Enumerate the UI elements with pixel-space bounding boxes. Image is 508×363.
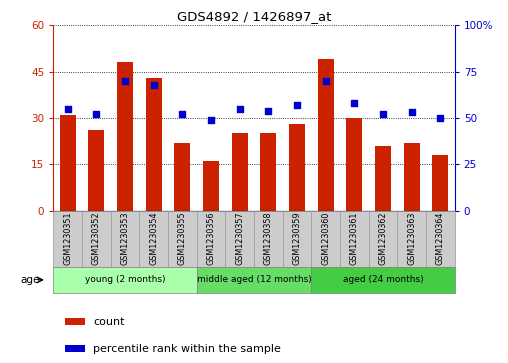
Bar — [66, 318, 85, 325]
Point — [351, 100, 359, 106]
Text: GSM1230355: GSM1230355 — [178, 212, 187, 265]
Bar — [146, 78, 162, 211]
Bar — [139, 211, 168, 267]
Bar — [426, 211, 455, 267]
Text: GSM1230351: GSM1230351 — [63, 212, 72, 265]
Bar — [111, 211, 139, 267]
Text: GSM1230356: GSM1230356 — [206, 212, 215, 265]
Bar — [226, 211, 254, 267]
Text: GSM1230357: GSM1230357 — [235, 212, 244, 265]
Text: aged (24 months): aged (24 months) — [343, 276, 423, 284]
Bar — [311, 267, 455, 293]
Text: GSM1230358: GSM1230358 — [264, 212, 273, 265]
Text: count: count — [93, 317, 125, 326]
Text: GSM1230363: GSM1230363 — [407, 212, 416, 265]
Bar — [432, 155, 448, 211]
Bar — [404, 143, 420, 211]
Point — [150, 82, 158, 87]
Bar — [88, 130, 104, 211]
Text: GSM1230359: GSM1230359 — [293, 212, 302, 265]
Bar — [53, 211, 82, 267]
Bar — [318, 59, 334, 211]
Bar — [197, 267, 311, 293]
Point — [407, 110, 416, 115]
Point — [178, 111, 186, 117]
Text: young (2 months): young (2 months) — [85, 276, 165, 284]
Point — [64, 106, 72, 112]
Text: GSM1230361: GSM1230361 — [350, 212, 359, 265]
Bar — [203, 161, 219, 211]
Bar — [289, 124, 305, 211]
Point — [322, 78, 330, 84]
Point — [236, 106, 244, 112]
Text: GSM1230354: GSM1230354 — [149, 212, 158, 265]
Bar — [397, 211, 426, 267]
Point — [121, 78, 129, 84]
Bar — [117, 62, 133, 211]
Bar — [53, 267, 197, 293]
Bar — [254, 211, 282, 267]
Text: GSM1230360: GSM1230360 — [321, 212, 330, 265]
Bar — [369, 211, 397, 267]
Bar — [282, 211, 311, 267]
Bar — [340, 211, 369, 267]
Bar — [66, 345, 85, 352]
Text: percentile rank within the sample: percentile rank within the sample — [93, 344, 281, 354]
Bar — [82, 211, 111, 267]
Bar — [375, 146, 391, 211]
Bar — [311, 211, 340, 267]
Text: GSM1230353: GSM1230353 — [120, 212, 130, 265]
Point — [379, 111, 387, 117]
Title: GDS4892 / 1426897_at: GDS4892 / 1426897_at — [177, 10, 331, 23]
Bar — [261, 134, 276, 211]
Text: GSM1230364: GSM1230364 — [436, 212, 445, 265]
Point — [293, 102, 301, 108]
Bar — [346, 118, 362, 211]
Point — [207, 117, 215, 123]
Bar — [168, 211, 197, 267]
Text: middle aged (12 months): middle aged (12 months) — [197, 276, 311, 284]
Point — [92, 111, 101, 117]
Bar — [197, 211, 226, 267]
Bar — [174, 143, 190, 211]
Point — [264, 108, 272, 114]
Point — [436, 115, 444, 121]
Bar — [60, 115, 76, 211]
Text: age: age — [20, 275, 40, 285]
Bar — [232, 134, 247, 211]
Text: GSM1230352: GSM1230352 — [92, 212, 101, 265]
Text: GSM1230362: GSM1230362 — [378, 212, 388, 265]
